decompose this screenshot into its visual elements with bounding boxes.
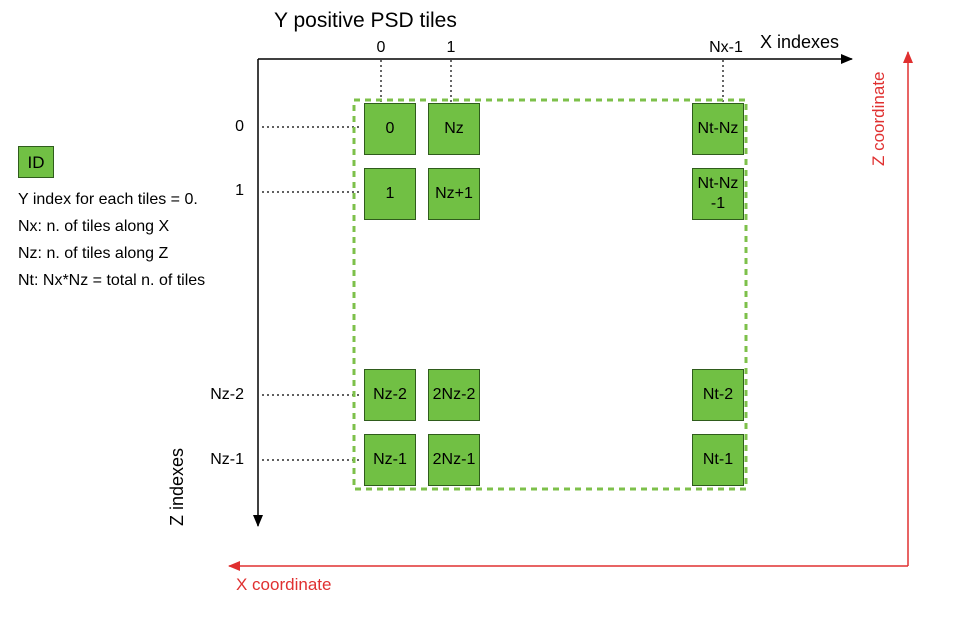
- x-axis-label: X indexes: [760, 32, 840, 52]
- tile: Nt-Nz -1: [692, 168, 744, 220]
- tile: Nt-1: [692, 434, 744, 486]
- x-coordinate-label: X coordinate: [236, 575, 332, 594]
- tile: Nz+1: [428, 168, 480, 220]
- z-tick-1: 1: [235, 182, 244, 199]
- legend-line-nx: Nx: n. of tiles along X: [18, 218, 170, 235]
- tile: Nz-2: [364, 369, 416, 421]
- tile: Nt-2: [692, 369, 744, 421]
- z-axis-label: Z indexes: [167, 447, 187, 526]
- tile: Nz: [428, 103, 480, 155]
- x-tick-2: Nx-1: [709, 39, 743, 56]
- legend-line-nz: Nz: n. of tiles along Z: [18, 245, 169, 262]
- tile: Nt-Nz: [692, 103, 744, 155]
- tile: Nz-1: [364, 434, 416, 486]
- z-tick-0: 0: [235, 118, 244, 135]
- z-coordinate-label: Z coordinate: [869, 71, 888, 167]
- x-tick-0: 0: [376, 39, 386, 56]
- z-tick-2: Nz-2: [210, 386, 244, 403]
- legend-id-label: ID: [27, 152, 45, 172]
- tile-group-border: [352, 98, 748, 491]
- tile: 0: [364, 103, 416, 155]
- diagram-title: Y positive PSD tiles: [274, 9, 457, 32]
- legend-id-swatch: ID: [18, 146, 54, 178]
- tile: 1: [364, 168, 416, 220]
- tile: 2Nz-1: [428, 434, 480, 486]
- z-tick-3: Nz-1: [210, 451, 244, 468]
- x-tick-1: 1: [446, 39, 456, 56]
- tile: 2Nz-2: [428, 369, 480, 421]
- legend-line-nt: Nt: Nx*Nz = total n. of tiles: [18, 272, 206, 289]
- legend-line-y-index: Y index for each tiles = 0.: [18, 191, 198, 208]
